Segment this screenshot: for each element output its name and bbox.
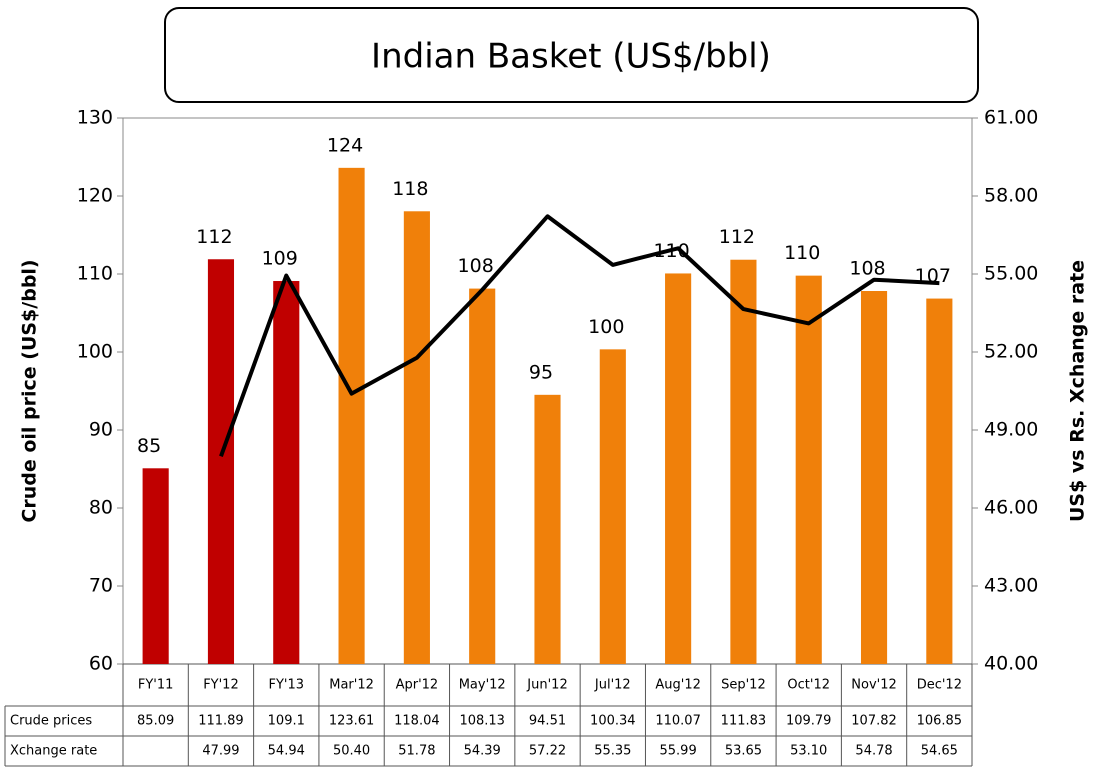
y-tick-label: 100	[77, 341, 113, 363]
y2-tick-label: 55.00	[984, 263, 1038, 285]
line	[219, 214, 940, 457]
table-cell: 94.51	[529, 714, 566, 729]
table-cell: 54.39	[464, 744, 501, 759]
x-tick-label: Jun'12	[526, 678, 567, 693]
x-tick-label: Mar'12	[329, 678, 374, 693]
table-cell: 100.34	[590, 714, 636, 729]
bar	[142, 468, 169, 664]
bar	[273, 281, 300, 664]
y-tick-label: 70	[89, 575, 113, 597]
table-cell: 118.04	[394, 714, 440, 729]
y2-tick-label: 49.00	[984, 419, 1038, 441]
data-label: 108	[849, 258, 885, 280]
x-tick-label: May'12	[459, 678, 506, 693]
table-cell: 54.65	[921, 744, 958, 759]
bar	[665, 273, 692, 664]
y-tick-label: 110	[77, 263, 113, 285]
table-cell: 50.40	[333, 744, 370, 759]
table-cell: 108.13	[459, 714, 505, 729]
x-tick-label: FY'12	[203, 678, 239, 693]
x-tick-label: Sep'12	[721, 678, 766, 693]
y-tick-label: 130	[77, 107, 113, 129]
data-label: 118	[392, 178, 428, 200]
y-tick-label: 120	[77, 185, 113, 207]
y2-tick-label: 58.00	[984, 185, 1038, 207]
x-tick-label: Jul'12	[594, 678, 631, 693]
x-tick-label: Aug'12	[655, 678, 701, 693]
table-cell: 54.78	[855, 744, 892, 759]
data-label: 112	[196, 226, 232, 248]
title-box	[164, 7, 979, 103]
y-tick-label: 60	[89, 653, 113, 675]
table-cell: 85.09	[137, 714, 174, 729]
table-cell: 111.89	[198, 714, 244, 729]
data-label: 112	[719, 226, 755, 248]
y2-tick-label: 46.00	[984, 497, 1038, 519]
table-cell: 106.85	[917, 714, 963, 729]
y-tick-label: 80	[89, 497, 113, 519]
bar	[338, 167, 365, 665]
y2-axis-label: US$ vs Rs. Xchange rate	[1067, 260, 1089, 522]
table-cell: 110.07	[655, 714, 701, 729]
bar	[599, 349, 626, 664]
bar	[795, 275, 822, 664]
table-cell: 54.94	[268, 744, 305, 759]
data-label: 95	[529, 361, 553, 383]
table-cell: 109.1	[268, 714, 305, 729]
table-cell: 123.61	[329, 714, 375, 729]
bar	[207, 259, 235, 664]
y2-tick-label: 40.00	[984, 653, 1038, 675]
bar	[730, 259, 757, 664]
y2-tick-label: 61.00	[984, 107, 1038, 129]
data-label: 100	[588, 316, 624, 338]
legend-entry: Crude prices	[10, 714, 92, 729]
x-tick-label: Oct'12	[787, 678, 830, 693]
x-tick-label: FY'13	[268, 678, 304, 693]
x-tick-label: Nov'12	[851, 678, 897, 693]
x-tick-label: Dec'12	[917, 678, 962, 693]
table-cell: 111.83	[721, 714, 767, 729]
y-axis-label: Crude oil price (US$/bbl)	[19, 259, 41, 522]
table-cell: 57.22	[529, 744, 566, 759]
table-cell: 55.35	[594, 744, 631, 759]
x-tick-label: FY'11	[138, 678, 174, 693]
chart-title: Indian Basket (US$/bbl)	[371, 37, 771, 77]
y2-tick-label: 52.00	[984, 341, 1038, 363]
table-cell: 107.82	[851, 714, 897, 729]
bar	[469, 288, 496, 664]
table-cell: 55.99	[660, 744, 697, 759]
bar	[534, 394, 561, 664]
table-cell: 53.65	[725, 744, 762, 759]
legend-entry: Xchange rate	[10, 744, 97, 759]
table-cell: 109.79	[786, 714, 832, 729]
data-label: 110	[784, 242, 820, 264]
data-label: 109	[262, 248, 298, 270]
bar	[926, 298, 953, 664]
y2-tick-label: 43.00	[984, 575, 1038, 597]
table-cell: 53.10	[790, 744, 827, 759]
data-label: 108	[458, 255, 494, 277]
bar	[403, 211, 430, 664]
bar	[860, 291, 888, 664]
data-label: 85	[137, 435, 161, 457]
data-label: 124	[327, 134, 363, 156]
table-cell: 47.99	[202, 744, 239, 759]
x-tick-label: Apr'12	[396, 678, 439, 693]
table-cell: 51.78	[398, 744, 435, 759]
y-tick-label: 90	[89, 419, 113, 441]
